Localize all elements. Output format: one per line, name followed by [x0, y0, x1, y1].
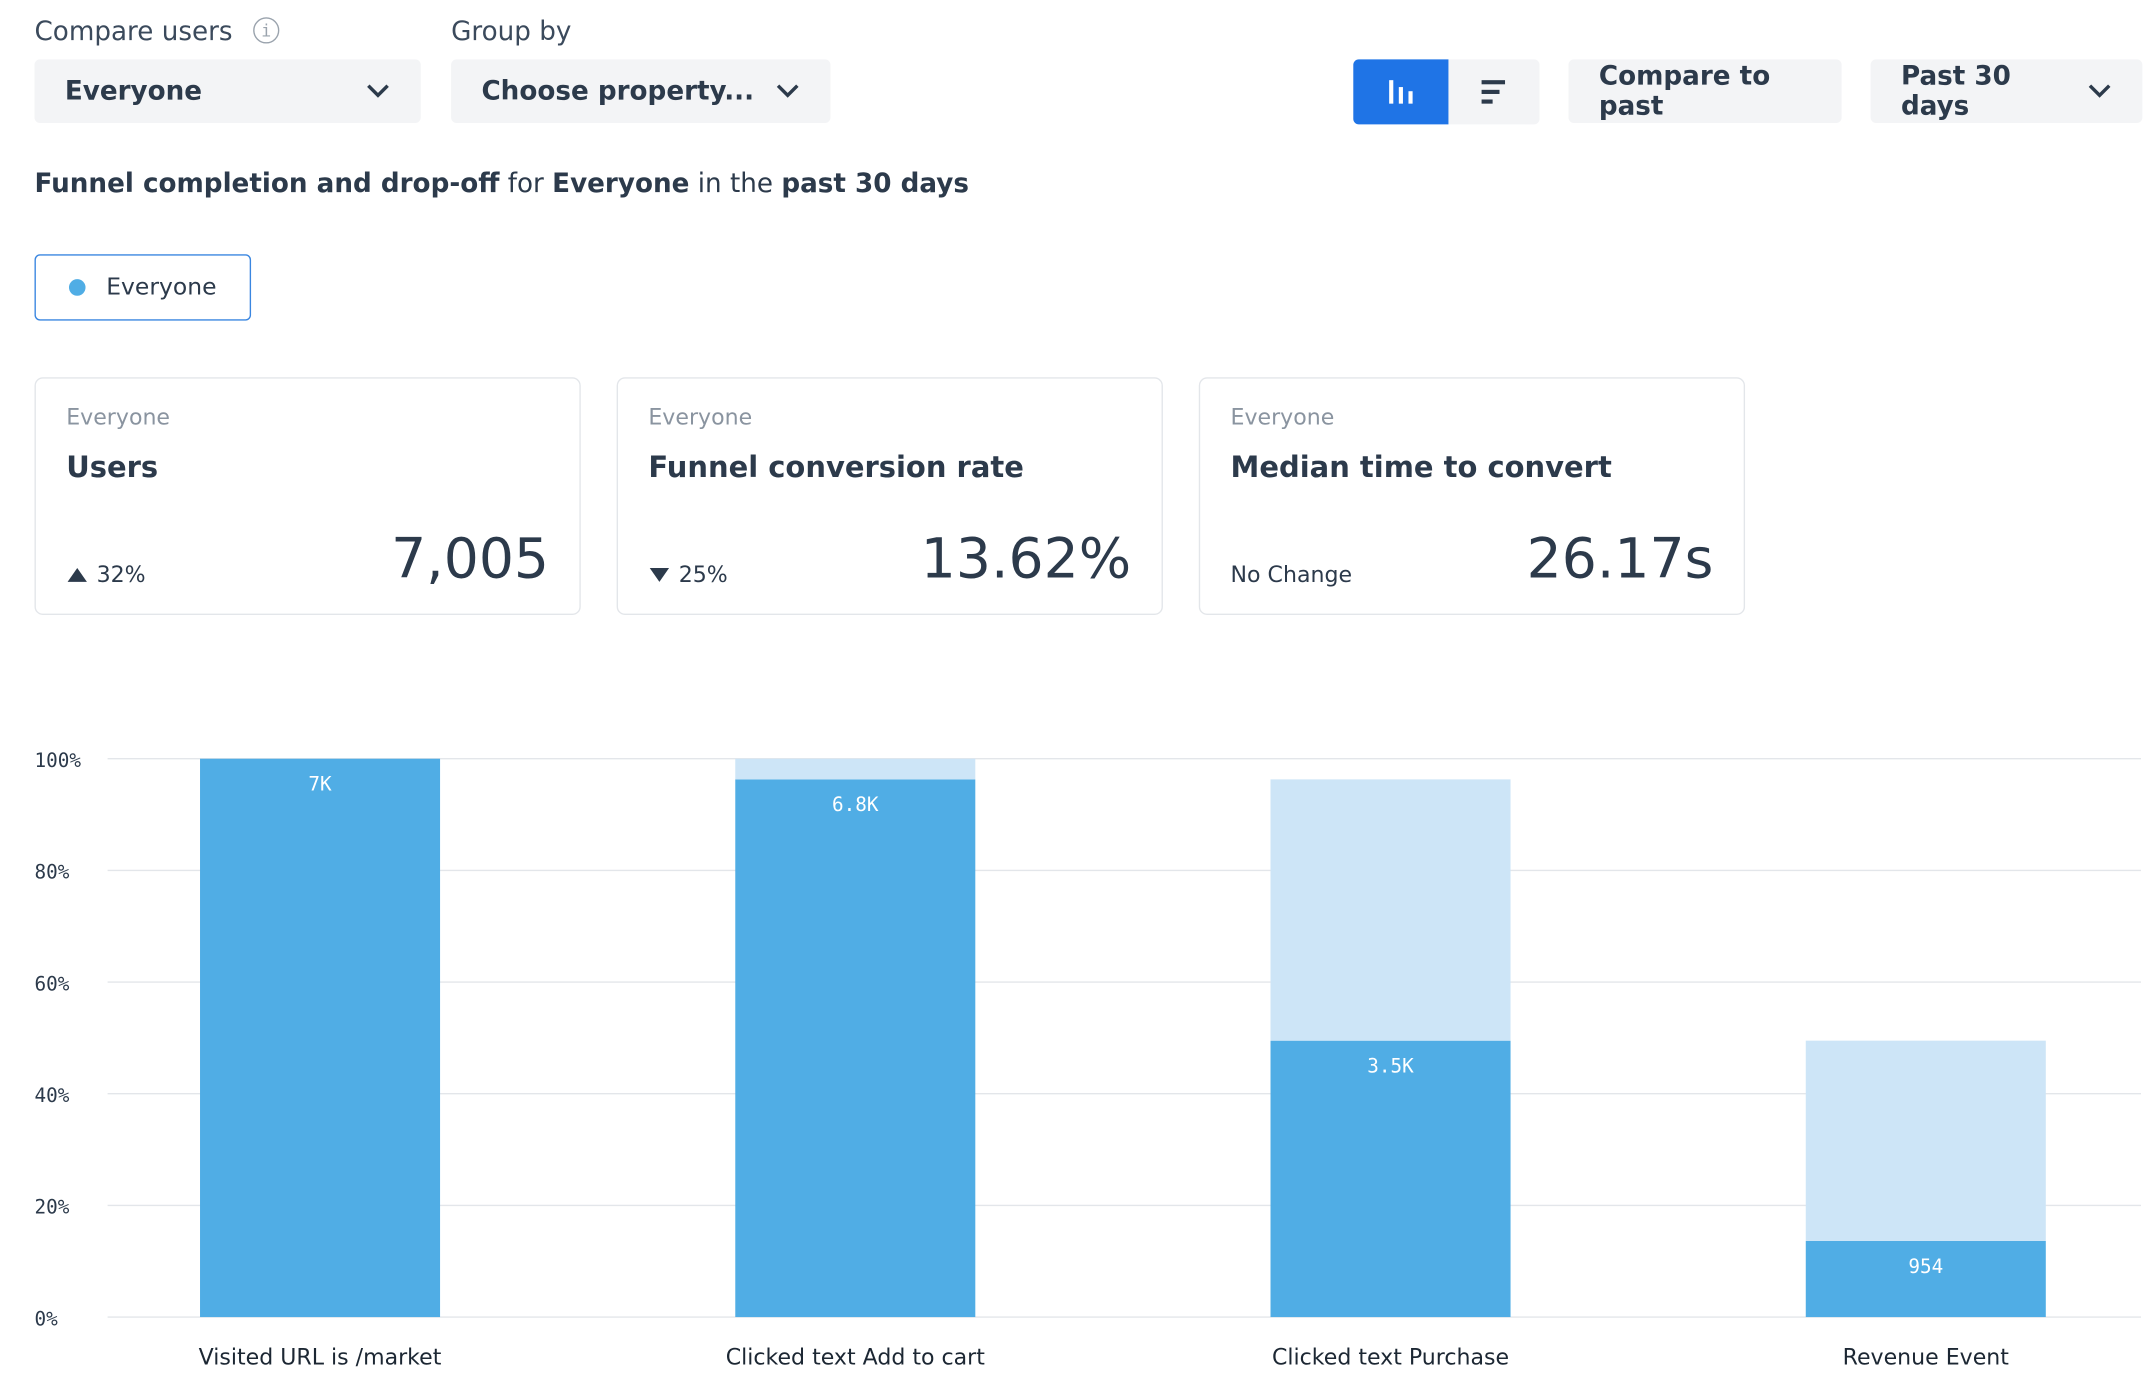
change-text: No Change — [1230, 561, 1353, 588]
x-tick-label: Visited URL is /market — [199, 1344, 442, 1370]
bar-segment — [1805, 1241, 2046, 1318]
y-tick-label: 80% — [34, 861, 69, 884]
text: Funnel completion and drop-off — [34, 168, 500, 200]
legend-chip[interactable]: Everyone — [34, 254, 252, 321]
card-segment: Everyone — [648, 403, 753, 430]
change-arrow — [649, 567, 670, 582]
bar-segment — [735, 779, 976, 1318]
card-change: No Change — [1231, 561, 1353, 587]
bar-segment — [1270, 1040, 1511, 1318]
card-segment: Everyone — [1230, 403, 1335, 430]
stat-card: Everyone Funnel conversion rate 25% 13.62% — [616, 377, 1163, 615]
summary: Funnel completion and drop-off for Every… — [34, 169, 968, 199]
list-view-button[interactable] — [1448, 59, 1540, 125]
icon — [1481, 80, 1506, 104]
card-change: 25% — [648, 561, 728, 588]
bar-label: 3.5K — [1367, 1054, 1414, 1077]
card-value: 26.17s — [1526, 527, 1714, 592]
stat-card: Everyone Users 32% 7,005 — [34, 377, 581, 615]
text: Choose property... — [481, 76, 755, 107]
info-icon: i — [252, 17, 279, 44]
arrow — [67, 567, 87, 582]
x-tick-label: Clicked text Purchase — [1272, 1344, 1509, 1370]
card-title: Median time to convert — [1230, 450, 1612, 484]
card-change: 32% — [66, 561, 146, 588]
compare-select[interactable]: Everyone — [34, 59, 421, 123]
x-tick-label: Revenue Event — [1843, 1344, 2010, 1370]
y-tick-label: 20% — [34, 1196, 69, 1219]
chevron — [776, 84, 799, 98]
chevron — [367, 84, 389, 98]
card-value: 13.62% — [920, 527, 1132, 592]
card-segment: Everyone — [66, 403, 171, 430]
arrow — [649, 567, 670, 582]
bar-view-button[interactable] — [1353, 59, 1449, 125]
x-tick-label: Clicked text Add to cart — [726, 1344, 985, 1370]
bar-label: 7K — [308, 772, 332, 795]
group-label: Group by — [451, 16, 572, 47]
chevron — [2088, 84, 2111, 98]
card-title: Funnel conversion rate — [648, 450, 1024, 484]
bar-segment — [1270, 779, 1511, 1041]
group-select[interactable]: Choose property... — [451, 59, 831, 123]
y-tick-label: 40% — [34, 1084, 69, 1107]
bar-label: 6.8K — [832, 793, 879, 816]
text: for — [507, 168, 544, 200]
bar-segment — [200, 758, 441, 1318]
y-tick-label: 60% — [34, 972, 69, 995]
text: Past 30 days — [1900, 60, 2011, 122]
stat-card: Everyone Median time to convert No Change 2… — [1198, 377, 1746, 615]
text: Everyone — [106, 273, 217, 302]
text: past 30 days — [781, 168, 969, 200]
change-arrow — [67, 567, 87, 582]
change-text: 25% — [678, 561, 728, 588]
text: Compare users — [34, 16, 233, 47]
bar-label: 954 — [1908, 1255, 1943, 1278]
text: Everyone — [64, 76, 203, 107]
compare-label: Compare users i — [34, 17, 279, 47]
card-title: Users — [66, 450, 159, 484]
text: in the — [697, 168, 773, 200]
bar-segment — [1805, 1040, 2046, 1242]
bar-segment — [735, 758, 976, 780]
svg-text:i: i — [261, 21, 271, 40]
compare-past-button[interactable]: Compare to past — [1568, 59, 1842, 123]
y-tick-label: 0% — [34, 1307, 58, 1330]
legend-dot — [68, 279, 86, 296]
range-select[interactable]: Past 30 days — [1870, 59, 2143, 123]
icon — [1389, 80, 1413, 104]
text: Everyone — [552, 168, 690, 200]
y-tick-label: 100% — [34, 749, 81, 772]
card-value: 7,005 — [391, 527, 550, 592]
change-text: 32% — [96, 561, 146, 588]
